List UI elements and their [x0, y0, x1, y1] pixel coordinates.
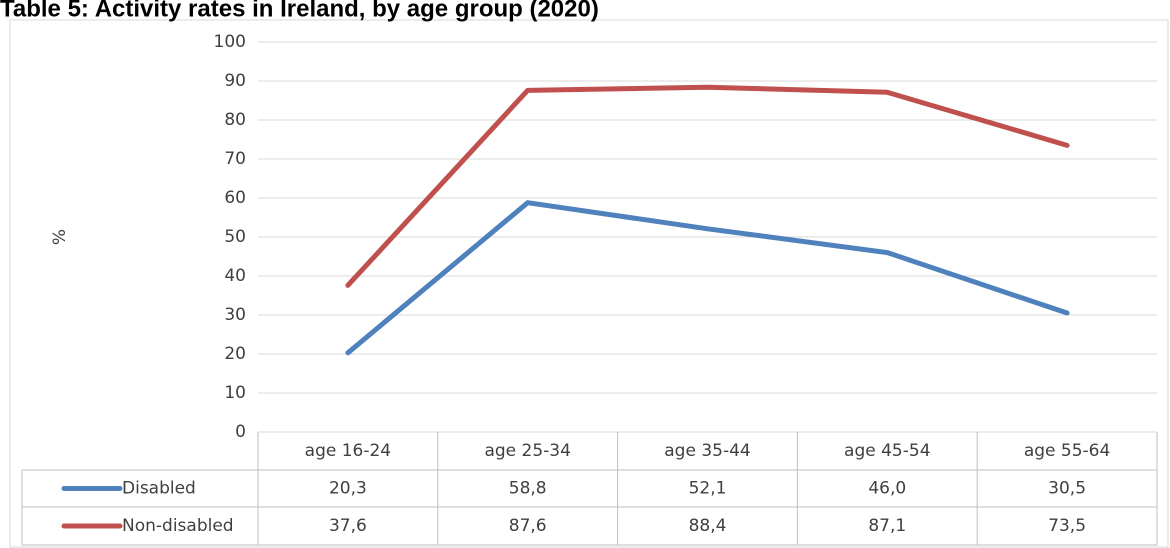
x-tick-label: age 35-44 [664, 441, 750, 461]
y-axis-label: % [50, 229, 70, 245]
y-tick-label: 80 [224, 110, 246, 130]
data-table-value: 52,1 [689, 479, 727, 499]
data-table-value: 30,5 [1048, 479, 1086, 499]
data-table-value: 88,4 [689, 516, 727, 536]
data-table-value: 20,3 [329, 479, 367, 499]
x-tick-label: age 25-34 [484, 441, 570, 461]
y-tick-label: 40 [224, 266, 246, 286]
x-tick-label: age 45-54 [844, 441, 930, 461]
data-table-value: 37,6 [329, 516, 367, 536]
data-table-value: 58,8 [509, 479, 547, 499]
y-tick-label: 0 [235, 422, 246, 442]
y-tick-label: 30 [224, 305, 246, 325]
y-tick-label: 20 [224, 344, 246, 364]
legend-label: Disabled [122, 479, 196, 499]
data-table-value: 73,5 [1048, 516, 1086, 536]
chart-frame [9, 19, 1169, 548]
y-tick-label: 50 [224, 227, 246, 247]
data-table-value: 87,6 [509, 516, 547, 536]
chart-title: Table 5: Activity rates in Ireland, by a… [0, 0, 599, 22]
data-table-value: 87,1 [868, 516, 906, 536]
x-tick-label: age 55-64 [1024, 441, 1110, 461]
y-tick-label: 70 [224, 149, 246, 169]
y-tick-label: 90 [224, 71, 246, 91]
x-tick-label: age 16-24 [305, 441, 391, 461]
y-tick-label: 60 [224, 188, 246, 208]
line-series [345, 84, 1070, 288]
y-tick-label: 100 [214, 32, 246, 52]
line-series [345, 200, 1070, 356]
data-table-value: 46,0 [868, 479, 906, 499]
y-tick-label: 10 [224, 383, 246, 403]
legend-label: Non-disabled [122, 516, 234, 536]
